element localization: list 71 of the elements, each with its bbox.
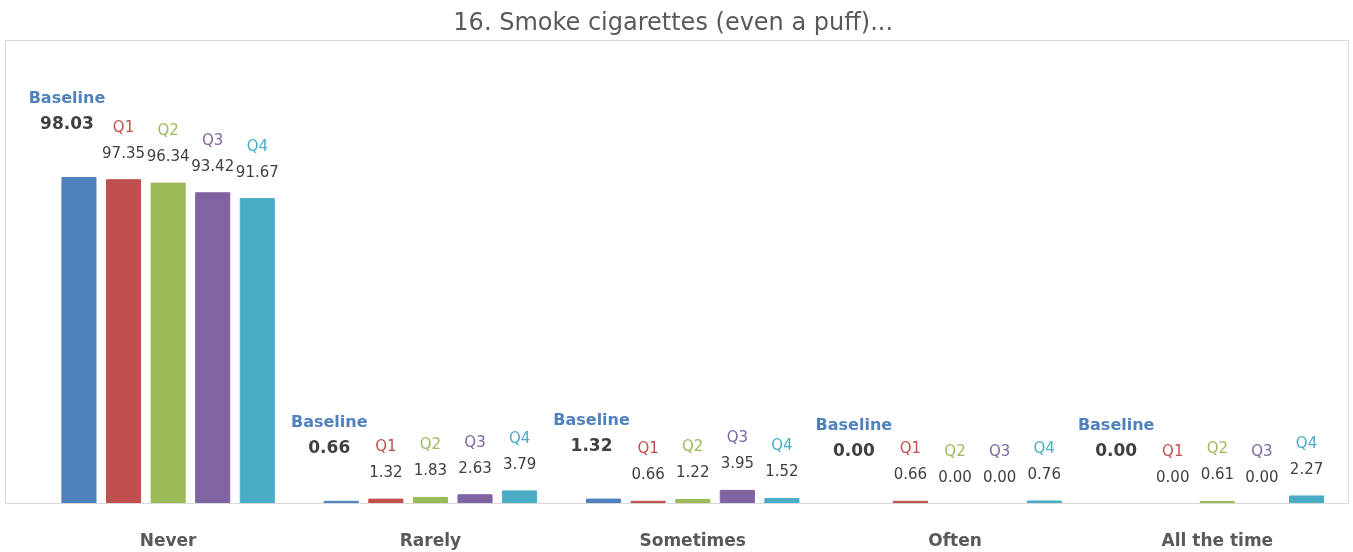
chart-title: 16. Smoke cigarettes (even a puff)...	[453, 7, 894, 36]
text: Q4	[1033, 438, 1055, 457]
bar	[1288, 495, 1325, 504]
bar	[457, 494, 493, 504]
text: Q3	[988, 441, 1011, 460]
data-label: 96.34	[146, 147, 190, 166]
text: Baseline	[553, 410, 630, 430]
bar	[368, 498, 404, 504]
data-label: 1.52	[765, 462, 799, 481]
bar	[412, 496, 448, 504]
data-label: 1.32	[369, 463, 403, 482]
bar	[239, 198, 275, 504]
text: Q3	[726, 428, 749, 447]
x-tick-label: Sometimes	[639, 529, 746, 550]
text: Q4	[771, 436, 793, 455]
text: Baseline	[815, 414, 893, 434]
text: Q4	[508, 428, 531, 447]
text: Q1	[637, 439, 659, 458]
data-label: 1.32	[570, 435, 613, 456]
text: Baseline	[290, 412, 368, 432]
data-label: 0.00	[982, 467, 1017, 486]
text: Q3	[1251, 441, 1273, 460]
bar	[586, 498, 622, 504]
data-label: 0.00	[832, 439, 875, 460]
bar	[502, 490, 538, 504]
text: Q3	[202, 130, 224, 149]
x-tick-label: Never	[139, 529, 198, 550]
data-label: 0.61	[1200, 465, 1235, 484]
bar	[764, 497, 800, 504]
data-label: 0.66	[631, 465, 665, 484]
data-label: 0.76	[1027, 464, 1061, 483]
bar	[61, 176, 97, 504]
text: Q3	[464, 432, 486, 451]
data-label: 97.35	[102, 143, 146, 162]
data-label: 0.66	[893, 465, 928, 484]
bar	[150, 182, 186, 504]
x-tick-label: Often	[928, 529, 982, 550]
data-label: 3.95	[720, 454, 755, 473]
data-label: 98.03	[40, 113, 94, 134]
text: Q1	[899, 439, 922, 458]
bar	[105, 179, 142, 504]
text: Q1	[112, 117, 135, 136]
text: Q2	[1206, 439, 1229, 458]
text: Q4	[1295, 433, 1318, 452]
data-label: 0.00	[938, 467, 972, 486]
text: Q2	[682, 437, 704, 456]
data-label: 0.00	[1245, 467, 1279, 486]
text: Q2	[419, 435, 442, 454]
bar	[195, 192, 231, 504]
data-label: 91.67	[235, 162, 279, 181]
text: Q1	[375, 437, 397, 456]
data-label: 93.42	[191, 156, 235, 175]
data-label: 3.79	[502, 454, 537, 473]
x-tick-label: All the time	[1161, 529, 1274, 550]
data-label: 2.63	[458, 458, 492, 477]
x-tick-label: Rarely	[399, 529, 462, 550]
bar	[719, 489, 755, 504]
text: Q1	[1162, 441, 1184, 460]
text: Q2	[944, 441, 966, 460]
data-label: 2.27	[1289, 459, 1324, 478]
bar	[675, 498, 711, 504]
text: Baseline	[28, 88, 106, 108]
text: Q2	[157, 121, 179, 140]
text: Baseline	[1077, 414, 1155, 434]
text: Q4	[246, 136, 268, 155]
bar	[1026, 500, 1062, 504]
data-label: 0.66	[308, 437, 351, 458]
data-label: 0.00	[1095, 439, 1138, 460]
data-label: 1.83	[413, 461, 448, 480]
data-label: 0.00	[1156, 467, 1190, 486]
data-label: 1.22	[676, 463, 710, 482]
